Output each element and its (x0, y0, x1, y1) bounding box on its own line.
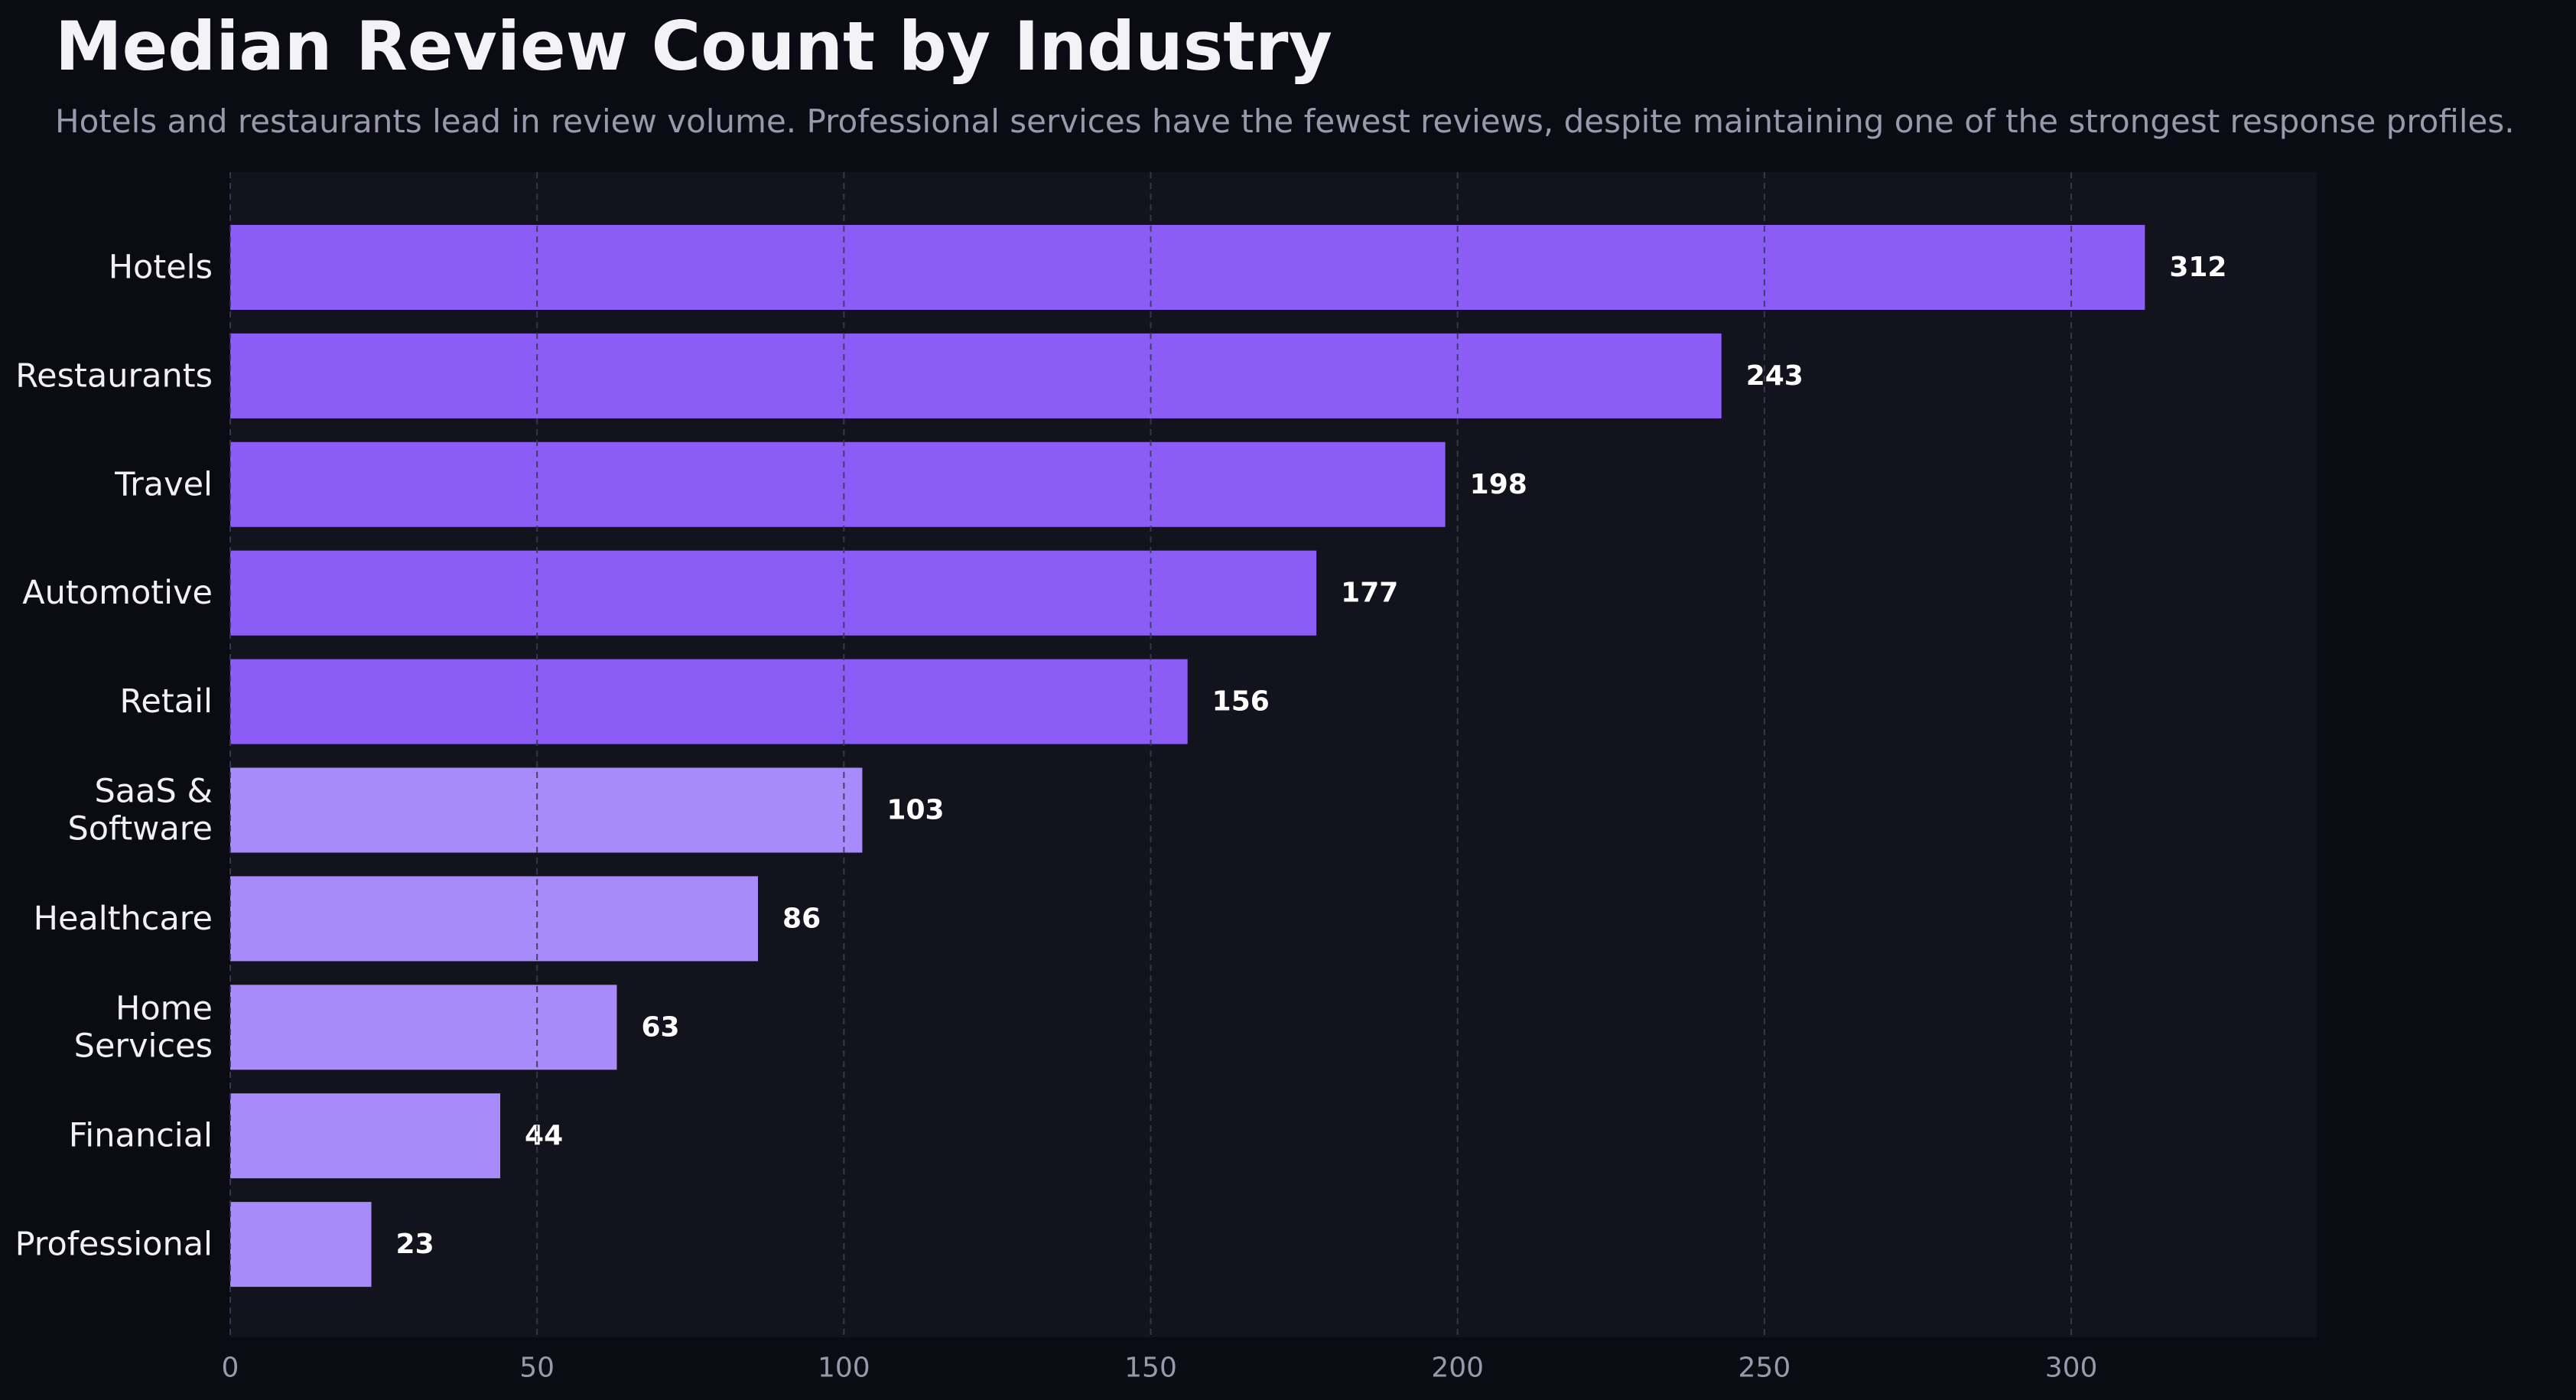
value-label: 86 (782, 903, 821, 934)
value-label: 177 (1341, 578, 1398, 609)
category-label: Financial (69, 1117, 213, 1155)
category-label: Professional (15, 1226, 213, 1264)
value-label: 63 (641, 1011, 679, 1043)
bar (230, 333, 1722, 418)
value-label: 156 (1212, 686, 1270, 718)
x-tick-label: 250 (1738, 1353, 1791, 1384)
bar (230, 225, 2145, 310)
category-label: Retail (119, 682, 213, 721)
x-tick-label: 50 (519, 1353, 555, 1384)
category-label: SaaS & (95, 773, 213, 811)
bar (230, 1202, 372, 1288)
x-tick-label: 300 (2045, 1353, 2098, 1384)
category-label: Home (115, 989, 213, 1027)
x-tick-label: 0 (222, 1353, 239, 1384)
value-label: 243 (1746, 360, 1804, 392)
bar (230, 985, 617, 1070)
bar (230, 659, 1188, 744)
bar (230, 1093, 501, 1179)
chart-title: Median Review Count by Industry (55, 7, 1332, 86)
category-label: Automotive (22, 574, 213, 612)
category-label: Software (67, 810, 213, 848)
category-label: Healthcare (34, 900, 213, 938)
chart-subtitle: Hotels and restaurants lead in review vo… (55, 103, 2515, 140)
x-tick-label: 200 (1431, 1353, 1484, 1384)
category-label: Travel (114, 465, 213, 503)
bar (230, 441, 1446, 527)
category-label: Hotels (109, 249, 213, 287)
category-label: Services (74, 1027, 213, 1065)
bar (230, 876, 759, 962)
bar (230, 550, 1317, 636)
value-label: 312 (2169, 252, 2226, 283)
category-label: Restaurants (15, 357, 213, 395)
x-tick-label: 150 (1124, 1353, 1177, 1384)
x-tick-label: 100 (818, 1353, 870, 1384)
bar (230, 767, 863, 853)
value-label: 23 (396, 1229, 434, 1260)
value-label: 44 (525, 1120, 563, 1151)
value-label: 103 (886, 795, 944, 826)
value-label: 198 (1470, 469, 1527, 500)
